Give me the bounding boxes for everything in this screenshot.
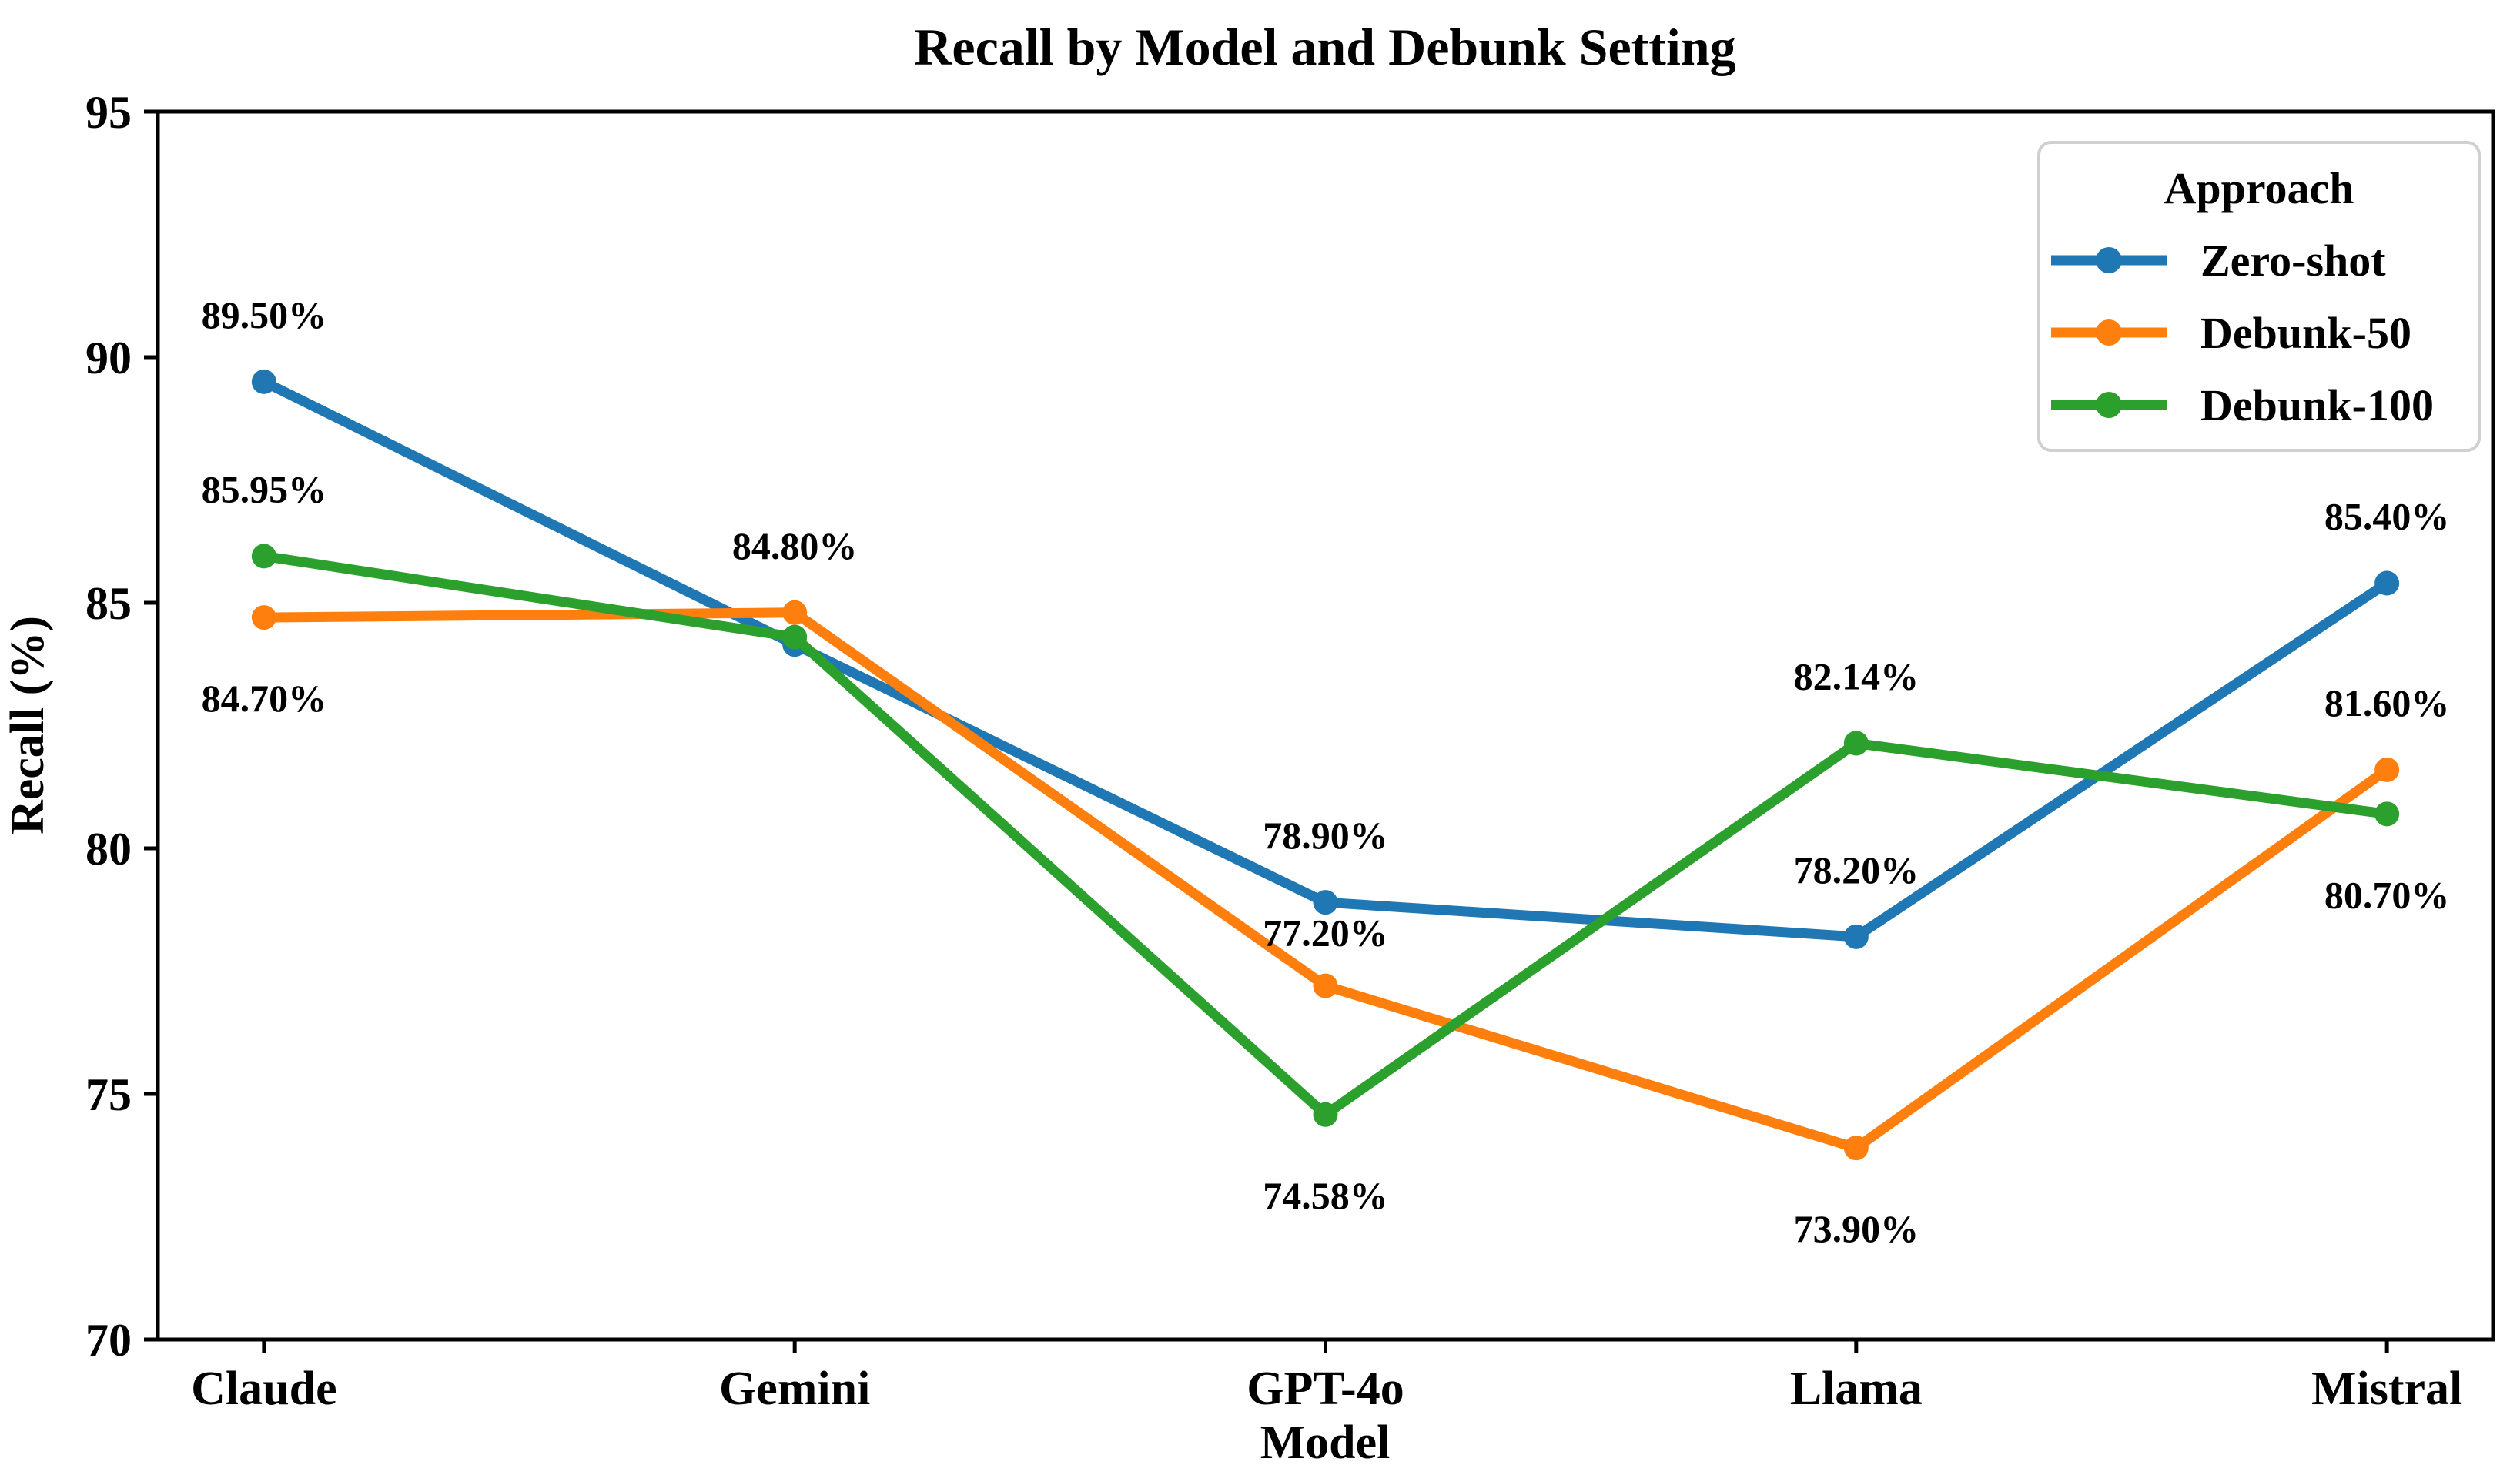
data-point-label: 85.95%	[202, 467, 327, 510]
legend-title: Approach	[2164, 163, 2354, 213]
data-point-marker	[2374, 570, 2400, 596]
plot-series	[251, 369, 2400, 1161]
data-point-label: 74.58%	[1263, 1174, 1388, 1217]
x-axis-ticks: Claude Gemini GPT-4o Llama Mistral	[191, 1340, 2462, 1415]
data-point-marker	[1843, 731, 1869, 756]
legend-sample-marker	[2096, 319, 2122, 346]
data-point-marker	[2374, 757, 2400, 782]
x-tick-label: GPT-4o	[1247, 1363, 1404, 1415]
legend-box	[2037, 141, 2481, 452]
series-debunk-100	[251, 544, 2400, 1127]
x-tick-label: Gemini	[719, 1363, 870, 1415]
data-point-marker	[1313, 973, 1338, 998]
series-line	[259, 607, 2392, 1153]
data-point-label: 78.20%	[1794, 848, 1919, 891]
y-tick-label: 90	[85, 333, 132, 383]
series-debunk-50	[251, 600, 2400, 1161]
legend-entry-debunk-100: Debunk-100	[2051, 380, 2434, 430]
data-point-label: 82.14%	[1794, 654, 1919, 697]
data-point-marker	[2374, 801, 2400, 827]
data-point-marker	[1313, 890, 1338, 915]
y-tick-label: 95	[85, 87, 132, 138]
y-tick-label: 70	[85, 1315, 132, 1366]
data-point-label: 80.70%	[2324, 873, 2450, 916]
x-axis-label: Model	[1260, 1416, 1391, 1469]
legend-entry-label: Debunk-100	[2200, 380, 2434, 430]
y-tick-label: 80	[85, 824, 132, 875]
data-point-label: 78.90%	[1263, 814, 1388, 857]
data-point-label: 84.80%	[732, 524, 858, 567]
legend-sample-marker	[2096, 247, 2122, 273]
data-point-marker	[251, 605, 276, 630]
legend-entry-label: Debunk-50	[2200, 308, 2411, 358]
legend-sample-marker	[2096, 392, 2122, 418]
data-point-label: 85.40%	[2324, 494, 2450, 537]
data-point-label: 81.60%	[2324, 681, 2450, 724]
y-tick-label: 75	[85, 1069, 132, 1120]
y-tick-label: 85	[85, 578, 132, 629]
data-point-label: 77.20%	[1263, 911, 1388, 955]
chart-title: Recall by Model and Debunk Setting	[914, 18, 1735, 76]
data-point-marker	[1843, 1136, 1869, 1161]
data-point-label: 89.50%	[202, 293, 327, 336]
data-labels: 89.50% 78.90% 78.20% 85.40% 84.70% 84.80% 77.2…	[202, 293, 2450, 1250]
legend: Approach Zero-shot Debunk-50 Debunk-100	[2037, 141, 2481, 452]
legend-entry-debunk-50: Debunk-50	[2051, 308, 2411, 358]
data-point-marker	[251, 544, 276, 569]
data-point-label: 84.70%	[202, 677, 327, 720]
data-point-marker	[251, 369, 276, 394]
data-point-marker	[782, 600, 808, 625]
y-axis-ticks: 70 75 80 85 90 95	[85, 87, 158, 1366]
data-point-label: 73.90%	[1794, 1207, 1919, 1250]
legend-entry-label: Zero-shot	[2200, 236, 2386, 286]
data-point-marker	[1843, 924, 1869, 949]
legend-entry-zero-shot: Zero-shot	[2051, 236, 2386, 286]
series-zero-shot	[251, 369, 2400, 949]
x-tick-label: Mistral	[2311, 1363, 2462, 1415]
data-point-marker	[782, 624, 808, 650]
y-axis-label: Recall (%)	[2, 616, 54, 834]
data-point-marker	[1313, 1102, 1338, 1127]
x-tick-label: Claude	[191, 1363, 336, 1415]
x-tick-label: Llama	[1790, 1363, 1923, 1415]
